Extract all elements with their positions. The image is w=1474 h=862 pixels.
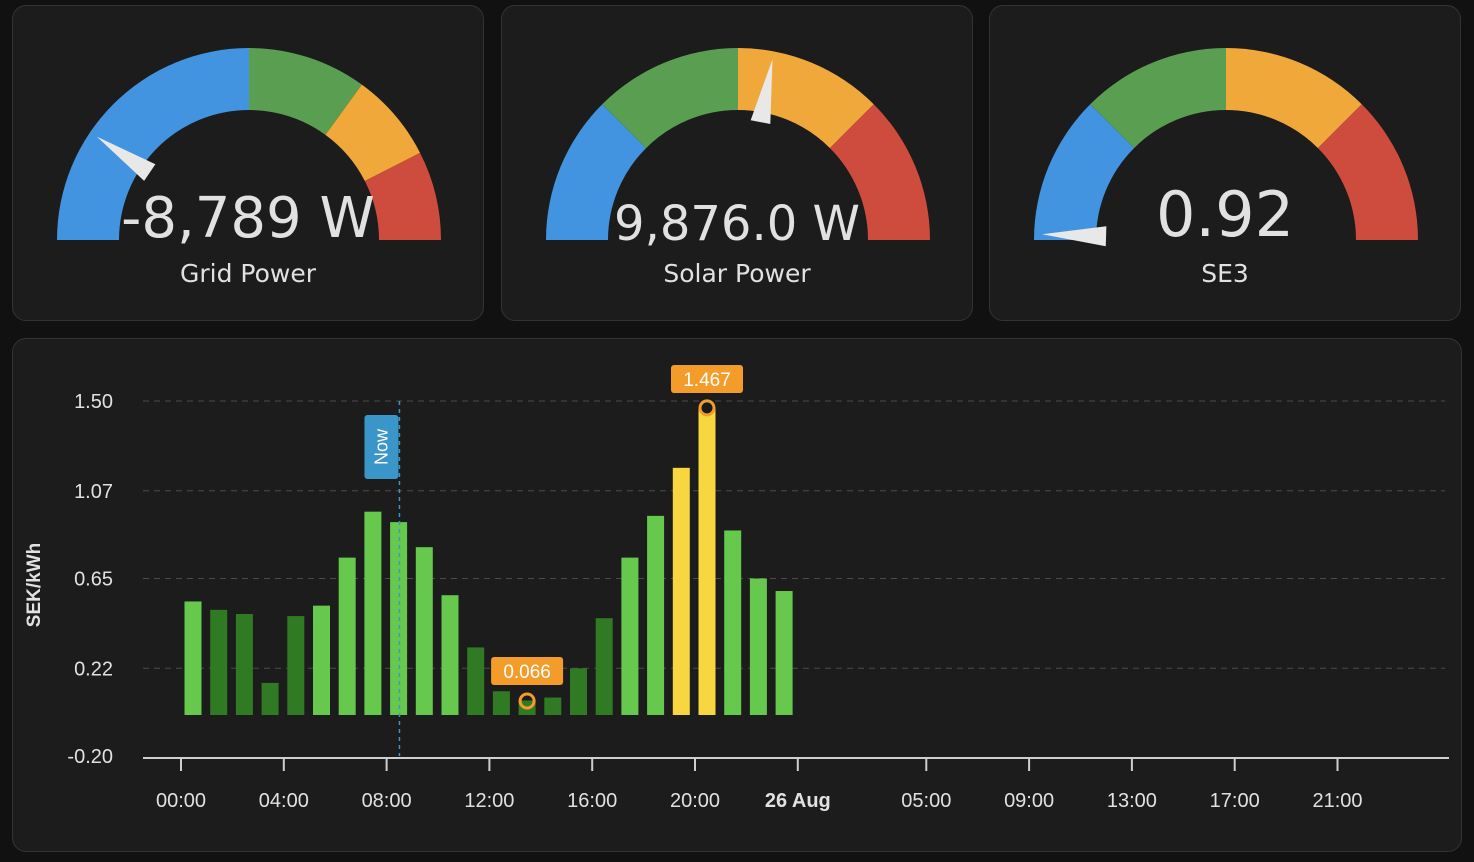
price-bar[interactable] [287, 616, 305, 715]
gauge-segment-green [602, 48, 738, 149]
price-bar[interactable] [390, 522, 408, 715]
max-price-marker [698, 399, 716, 417]
x-tick-label: 00:00 [156, 790, 206, 812]
price-bar[interactable] [441, 595, 459, 715]
grid-power-value: -8,789 W [121, 186, 375, 251]
y-tick-label: 0.22 [74, 658, 113, 680]
min-price-marker [518, 692, 536, 710]
price-bar[interactable] [775, 591, 793, 715]
gauge-segment-green [249, 48, 362, 135]
price-bar[interactable] [210, 609, 228, 715]
solar-power-gauge-card[interactable]: 9,876.0 W Solar Power [501, 5, 973, 321]
price-bar[interactable] [595, 618, 613, 715]
price-bar[interactable] [364, 511, 382, 715]
max-price-label: 1.467 [683, 370, 731, 391]
gauge-needle [96, 136, 156, 181]
gauge-segment-red [364, 152, 441, 240]
price-bar-chart[interactable]: 1.50 1.07 0.65 0.22 -0.20 SEK/kWh 00:00 04:00 08… [13, 339, 1463, 853]
max-price-badge [671, 365, 743, 393]
x-tick-label: 26 Aug [765, 790, 831, 812]
gauge-segment-blue [1034, 104, 1135, 240]
price-bar[interactable] [492, 691, 510, 715]
se3-price-label: SE3 [1201, 259, 1249, 288]
x-tick-label: 21:00 [1312, 790, 1362, 812]
now-label: Now [371, 428, 391, 465]
price-bar[interactable] [415, 547, 433, 715]
price-bar[interactable] [467, 647, 485, 715]
se3-price-gauge-card[interactable]: 0.92 SE3 [989, 5, 1461, 321]
price-bar[interactable] [544, 697, 562, 715]
price-bar[interactable] [338, 557, 356, 715]
gauge-segment-red [829, 104, 930, 240]
y-tick-label: -0.20 [67, 746, 113, 768]
gauge-segment-orange [325, 84, 421, 181]
price-bar[interactable] [724, 530, 742, 715]
x-tick-label: 17:00 [1210, 790, 1260, 812]
solar-power-value: 9,876.0 W [614, 196, 860, 252]
x-tick-label: 12:00 [464, 790, 514, 812]
se3-price-value: 0.92 [1155, 178, 1295, 251]
se3-price-gauge [1034, 48, 1418, 247]
gauge-needle [750, 59, 773, 124]
grid-power-gauge-card[interactable]: -8,789 W Grid Power [12, 5, 484, 321]
price-bar[interactable] [184, 601, 202, 715]
price-bar[interactable] [621, 557, 639, 715]
now-badge [364, 415, 399, 479]
grid-power-gauge [57, 48, 441, 240]
price-bar[interactable] [672, 467, 690, 715]
price-bar[interactable] [235, 614, 253, 715]
x-tick-label: 08:00 [362, 790, 412, 812]
price-bar[interactable] [570, 668, 587, 715]
min-price-badge [491, 657, 564, 685]
solar-power-gauge [546, 48, 930, 240]
gauge-segment-blue [546, 104, 647, 240]
min-price-label: 0.066 [503, 662, 551, 683]
grid-power-label: Grid Power [180, 259, 316, 288]
y-tick-label: 0.65 [74, 569, 113, 591]
y-tick-label: 1.07 [74, 481, 113, 503]
x-tick-label: 20:00 [670, 790, 720, 812]
x-tick-label: 05:00 [901, 790, 951, 812]
gauge-segment-orange [1226, 48, 1362, 149]
price-bar[interactable] [647, 515, 665, 715]
gauge-segment-green [1090, 48, 1226, 149]
price-chart-card[interactable]: 1.50 1.07 0.65 0.22 -0.20 SEK/kWh 00:00 04:00 08… [12, 338, 1462, 852]
y-tick-label: 1.50 [74, 391, 113, 413]
price-bar[interactable] [261, 682, 279, 715]
solar-power-label: Solar Power [663, 259, 811, 288]
gauge-needle [1042, 226, 1107, 247]
gauge-segment-blue [57, 48, 249, 240]
x-tick-label: 13:00 [1107, 790, 1157, 812]
x-tick-label: 16:00 [567, 790, 617, 812]
price-bar[interactable] [313, 605, 330, 715]
price-bar[interactable] [698, 407, 716, 715]
x-tick-label: 04:00 [259, 790, 309, 812]
price-bar[interactable] [749, 578, 767, 716]
y-axis-label: SEK/kWh [24, 543, 45, 627]
x-tick-label: 09:00 [1004, 790, 1054, 812]
gauge-segment-red [1317, 104, 1418, 240]
